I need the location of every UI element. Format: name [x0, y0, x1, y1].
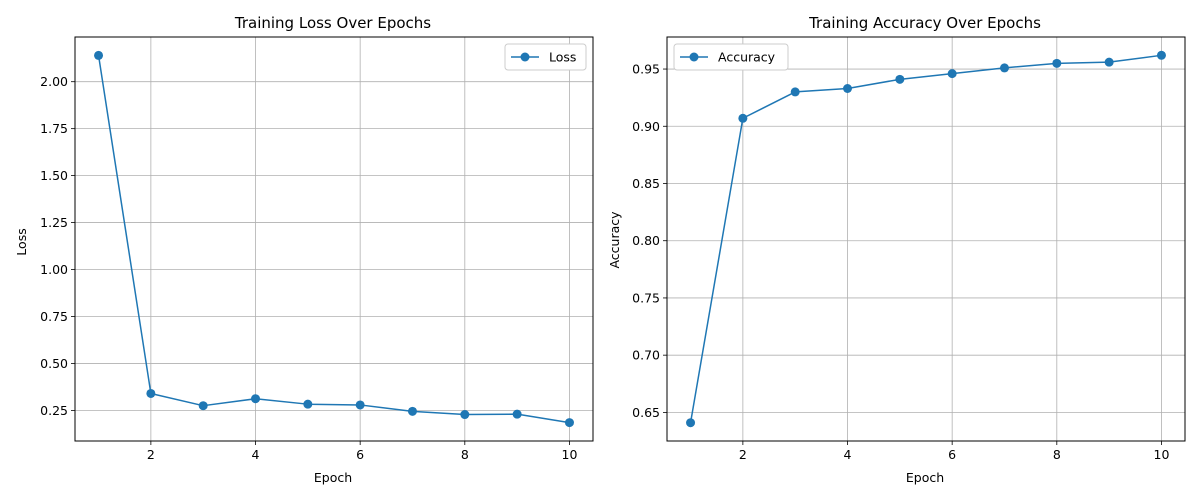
accuracy-chart-y-tick-label: 0.85	[632, 176, 660, 191]
accuracy-chart-data-point	[686, 418, 696, 428]
loss-chart-data-point	[460, 410, 470, 420]
accuracy-chart-data-point	[738, 113, 748, 123]
loss-chart: Training Loss Over Epochs Epoch Loss 0.2…	[14, 14, 594, 485]
loss-chart-plot-frame	[74, 36, 594, 442]
accuracy-chart: Training Accuracy Over Epochs Epoch Accu…	[607, 14, 1186, 485]
loss-chart-y-ticks: 0.25 0.50 0.75 1.00 1.25 1.50 1.75 2.00	[40, 74, 75, 418]
loss-chart-y-tick-label: 0.50	[40, 356, 68, 371]
loss-chart-legend-marker	[520, 52, 530, 62]
accuracy-chart-x-tick-label: 6	[948, 447, 956, 462]
accuracy-chart-x-tick-label: 4	[844, 447, 852, 462]
loss-chart-series	[94, 50, 574, 428]
loss-chart-data-point	[94, 50, 104, 60]
loss-chart-legend-box	[504, 43, 587, 71]
loss-chart-data-point	[198, 401, 208, 411]
accuracy-chart-y-tick-label: 0.70	[632, 348, 660, 363]
loss-chart-ylabel: Loss	[14, 228, 29, 255]
loss-chart-data-point	[564, 418, 574, 428]
loss-chart-title: Training Loss Over Epochs	[234, 14, 431, 32]
loss-chart-legend-label: Loss	[549, 50, 576, 65]
loss-chart-x-tick-label: 6	[356, 447, 364, 462]
loss-chart-y-tick-label: 1.75	[40, 121, 68, 136]
loss-chart-legend: Loss	[504, 43, 587, 71]
accuracy-chart-y-tick-label: 0.75	[632, 290, 660, 305]
accuracy-chart-data-point	[947, 69, 957, 79]
accuracy-chart-y-tick-label: 0.80	[632, 233, 660, 248]
accuracy-chart-data-point	[895, 74, 905, 84]
accuracy-chart-data-point	[999, 63, 1009, 73]
loss-chart-y-tick-label: 1.25	[40, 215, 68, 230]
accuracy-chart-y-tick-label: 0.95	[632, 62, 660, 77]
loss-chart-x-tick-label: 8	[461, 447, 469, 462]
loss-chart-y-tick-label: 1.00	[40, 262, 68, 277]
loss-chart-data-point	[407, 406, 417, 416]
accuracy-chart-data-point	[843, 84, 853, 94]
accuracy-chart-plot-frame	[666, 36, 1186, 442]
loss-chart-xlabel: Epoch	[314, 470, 352, 485]
accuracy-chart-series-line	[689, 54, 1162, 423]
loss-chart-data-point	[512, 409, 522, 419]
loss-chart-x-ticks: 2 4 6 8 10	[147, 441, 578, 462]
loss-chart-data-point	[251, 394, 261, 404]
loss-chart-y-tick-label: 0.75	[40, 309, 68, 324]
loss-chart-y-tick-label: 2.00	[40, 74, 68, 89]
accuracy-chart-legend: Accuracy	[673, 43, 789, 71]
loss-chart-data-point	[303, 399, 313, 409]
accuracy-chart-ylabel: Accuracy	[607, 211, 622, 269]
accuracy-chart-y-tick-label: 0.90	[632, 119, 660, 134]
accuracy-chart-legend-label: Accuracy	[718, 50, 776, 65]
accuracy-chart-data-point	[1156, 50, 1166, 60]
loss-chart-x-tick-label: 2	[147, 447, 155, 462]
loss-chart-data-point	[146, 388, 156, 398]
accuracy-chart-y-ticks: 0.65 0.70 0.75 0.80 0.85 0.90 0.95	[632, 62, 667, 420]
loss-chart-x-tick-label: 10	[562, 447, 578, 462]
accuracy-chart-legend-box	[673, 43, 789, 71]
loss-chart-y-tick-label: 0.25	[40, 403, 68, 418]
accuracy-chart-legend-marker	[689, 52, 699, 62]
loss-chart-x-tick-label: 4	[252, 447, 260, 462]
accuracy-chart-xlabel: Epoch	[906, 470, 944, 485]
loss-chart-data-point	[355, 400, 365, 410]
loss-chart-series-line	[97, 55, 570, 424]
accuracy-chart-data-point	[1104, 57, 1114, 67]
accuracy-chart-grid	[667, 37, 1185, 441]
accuracy-chart-x-tick-label: 2	[739, 447, 747, 462]
accuracy-chart-data-point	[1052, 58, 1062, 68]
loss-chart-grid	[75, 37, 593, 441]
accuracy-chart-title: Training Accuracy Over Epochs	[808, 14, 1041, 32]
accuracy-chart-x-tick-label: 10	[1154, 447, 1170, 462]
accuracy-chart-y-tick-label: 0.65	[632, 405, 660, 420]
accuracy-chart-data-point	[790, 87, 800, 97]
accuracy-chart-series	[686, 50, 1166, 428]
accuracy-chart-x-ticks: 2 4 6 8 10	[739, 441, 1170, 462]
loss-chart-y-tick-label: 1.50	[40, 168, 68, 183]
accuracy-chart-x-tick-label: 8	[1053, 447, 1061, 462]
